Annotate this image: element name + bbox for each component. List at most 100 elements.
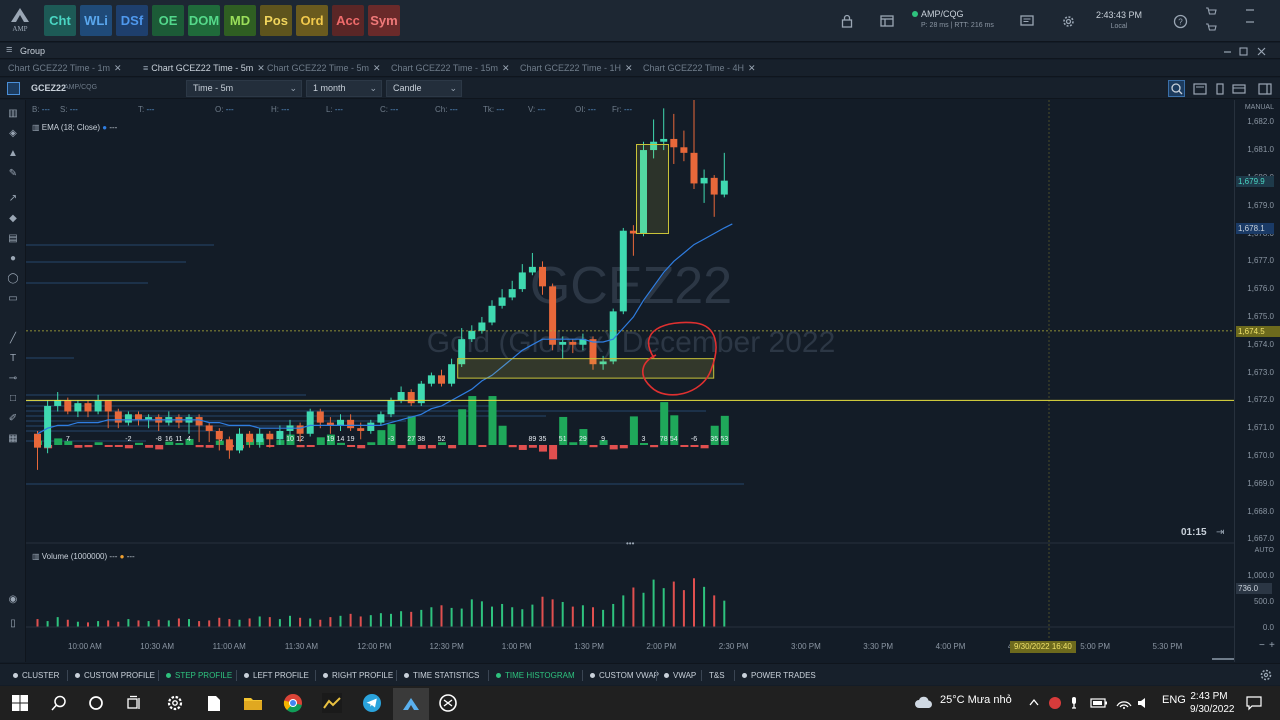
tag-icon[interactable]: ◆ bbox=[9, 212, 17, 224]
close-icon[interactable]: ✕ bbox=[502, 63, 510, 73]
range-select[interactable]: 1 month ⌄ bbox=[306, 80, 382, 97]
top-button-acc[interactable]: Acc bbox=[332, 5, 364, 36]
price-axis[interactable]: MANUAL 1,682.01,681.01,680.01,679.01,678… bbox=[1234, 100, 1280, 662]
top-button-oe[interactable]: OE bbox=[152, 5, 184, 36]
symbol-name[interactable]: GCEZ22 bbox=[31, 83, 67, 93]
record-app-icon[interactable] bbox=[438, 693, 458, 713]
trading-app-icon[interactable] bbox=[322, 693, 342, 713]
comment-icon[interactable]: ▤ bbox=[8, 232, 18, 244]
highlight-zone[interactable] bbox=[457, 358, 715, 379]
task-view-icon[interactable] bbox=[124, 693, 144, 713]
weather-text[interactable]: 25°C Mưa nhỏ bbox=[940, 694, 1012, 706]
active-app-icon[interactable] bbox=[393, 688, 429, 720]
rectangle-icon[interactable]: □ bbox=[9, 392, 17, 404]
top-button-md[interactable]: MD bbox=[224, 5, 256, 36]
zoom-out-icon[interactable]: − bbox=[1259, 640, 1265, 651]
template-icon[interactable]: ▦ bbox=[8, 432, 18, 444]
toggle-time-histogram[interactable]: TIME HISTOGRAM bbox=[491, 668, 580, 683]
tab-chart-3[interactable]: Chart GCEZ22 Time - 15m ✕ bbox=[391, 60, 510, 77]
zoom-in-icon[interactable]: + bbox=[1269, 640, 1275, 651]
toggle-power-trades[interactable]: POWER TRADES bbox=[737, 668, 821, 683]
close-icon[interactable]: ✕ bbox=[625, 63, 633, 73]
close-icon[interactable]: ✕ bbox=[373, 63, 381, 73]
lock-icon[interactable] bbox=[838, 12, 856, 30]
top-button-ord[interactable]: Ord bbox=[296, 5, 328, 36]
chrome-icon[interactable] bbox=[283, 693, 303, 713]
telegram-icon[interactable] bbox=[362, 693, 382, 713]
settings-icon[interactable] bbox=[1259, 668, 1273, 682]
language-indicator[interactable]: ENG bbox=[1162, 694, 1186, 706]
layers-icon[interactable]: ◈ bbox=[9, 127, 17, 139]
line-icon[interactable]: ╱ bbox=[9, 332, 17, 344]
trash-icon[interactable]: ▯ bbox=[10, 617, 16, 629]
ellipse-icon[interactable]: ◯ bbox=[7, 272, 19, 284]
text-icon[interactable]: T bbox=[9, 352, 17, 364]
weather-cloud-icon[interactable] bbox=[914, 695, 934, 711]
file-explorer-icon[interactable] bbox=[243, 693, 263, 713]
toggle-time-statistics[interactable]: TIME STATISTICS bbox=[399, 668, 484, 683]
ruler-icon[interactable]: ▭ bbox=[8, 292, 18, 304]
close-icon[interactable]: ✕ bbox=[748, 63, 756, 73]
pencil-icon[interactable]: ✎ bbox=[8, 167, 18, 179]
notification-icon[interactable] bbox=[1244, 693, 1264, 713]
settings-app-icon[interactable] bbox=[165, 693, 185, 713]
search-icon[interactable] bbox=[49, 693, 69, 713]
toggle-t-s[interactable]: T&S bbox=[704, 668, 730, 683]
top-button-dsf[interactable]: DSf bbox=[116, 5, 148, 36]
tab-chart-1[interactable]: ≡ Chart GCEZ22 Time - 5m ✕ bbox=[143, 60, 265, 77]
gear-icon[interactable] bbox=[1059, 12, 1077, 30]
top-button-cht[interactable]: Cht bbox=[44, 5, 76, 36]
price-axis-mode[interactable]: MANUAL bbox=[1244, 104, 1274, 111]
close-icon[interactable]: ✕ bbox=[257, 63, 265, 73]
pin-icon[interactable]: ● bbox=[9, 252, 17, 264]
volume-axis-mode[interactable]: AUTO bbox=[1254, 547, 1274, 554]
group-window-controls[interactable] bbox=[1220, 46, 1276, 57]
alert-icon[interactable]: ▲ bbox=[8, 147, 18, 159]
brush-icon[interactable]: ✐ bbox=[8, 412, 18, 424]
tab-chart-2[interactable]: Chart GCEZ22 Time - 5m ✕ bbox=[267, 60, 381, 77]
chart-tool-icons[interactable] bbox=[1192, 82, 1276, 96]
tab-chart-5[interactable]: Chart GCEZ22 Time - 4H ✕ bbox=[643, 60, 756, 77]
tab-chart-0[interactable]: Chart GCEZ22 Time - 1m ✕ bbox=[8, 60, 122, 77]
toggle-custom-vwap[interactable]: CUSTOM VWAP bbox=[585, 668, 664, 683]
top-button-sym[interactable]: Sym bbox=[368, 5, 400, 36]
toggle-vwap[interactable]: VWAP bbox=[659, 668, 701, 683]
taskbar-clock[interactable]: 2:43 PM 9/30/2022 bbox=[1190, 690, 1235, 716]
toggle-cluster[interactable]: CLUSTER bbox=[8, 668, 64, 683]
top-button-dom[interactable]: DOM bbox=[188, 5, 220, 36]
panel-resize-handle[interactable]: ••• bbox=[626, 539, 635, 548]
cart-icon[interactable] bbox=[1205, 6, 1217, 36]
chart-type-select[interactable]: Candle ⌄ bbox=[386, 80, 462, 97]
eye-icon[interactable]: ◉ bbox=[8, 593, 18, 605]
close-icon[interactable]: ✕ bbox=[114, 63, 122, 73]
highlight-box[interactable] bbox=[636, 144, 669, 234]
menu-icon[interactable]: ≡ bbox=[6, 44, 13, 56]
tab-chart-4[interactable]: Chart GCEZ22 Time - 1H ✕ bbox=[520, 60, 633, 77]
chart-bars-icon[interactable]: ▥ bbox=[8, 107, 18, 119]
time-scroll-handle[interactable] bbox=[1212, 658, 1234, 660]
horizontal-line-icon[interactable]: ⊸ bbox=[8, 372, 18, 384]
cortana-icon[interactable] bbox=[86, 693, 106, 713]
chat-icon[interactable] bbox=[1018, 12, 1036, 30]
window-controls[interactable] bbox=[1243, 5, 1257, 37]
window-icon[interactable] bbox=[878, 12, 896, 30]
timeframe-select[interactable]: Time - 5m ⌄ bbox=[186, 80, 302, 97]
windows-start-icon[interactable] bbox=[10, 693, 30, 713]
trendline-icon[interactable]: ↗ bbox=[8, 192, 18, 204]
help-icon[interactable]: ? bbox=[1171, 12, 1189, 30]
connection-status[interactable]: AMP/CQG P: 28 ms | RTT: 216 ms bbox=[912, 9, 994, 31]
tab-menu-icon[interactable]: ≡ bbox=[143, 63, 149, 73]
panel-toggle-icon[interactable] bbox=[7, 82, 20, 95]
search-icon[interactable] bbox=[1168, 80, 1185, 97]
toggle-left-profile[interactable]: LEFT PROFILE bbox=[239, 668, 314, 683]
top-button-wli[interactable]: WLi bbox=[80, 5, 112, 36]
system-tray-icons[interactable] bbox=[1027, 694, 1153, 712]
toggle-step-profile[interactable]: STEP PROFILE bbox=[161, 668, 237, 683]
document-app-icon[interactable] bbox=[204, 693, 224, 713]
toggle-custom-profile[interactable]: CUSTOM PROFILE bbox=[70, 668, 160, 683]
scroll-right-icon[interactable]: ⇥ bbox=[1216, 527, 1225, 538]
top-button-pos[interactable]: Pos bbox=[260, 5, 292, 36]
hand-drawn-circle[interactable] bbox=[642, 321, 717, 396]
price-chart[interactable]: GCEZ22 Gold (Globex) December 2022 87-2-… bbox=[26, 100, 1234, 662]
toggle-right-profile[interactable]: RIGHT PROFILE bbox=[318, 668, 398, 683]
